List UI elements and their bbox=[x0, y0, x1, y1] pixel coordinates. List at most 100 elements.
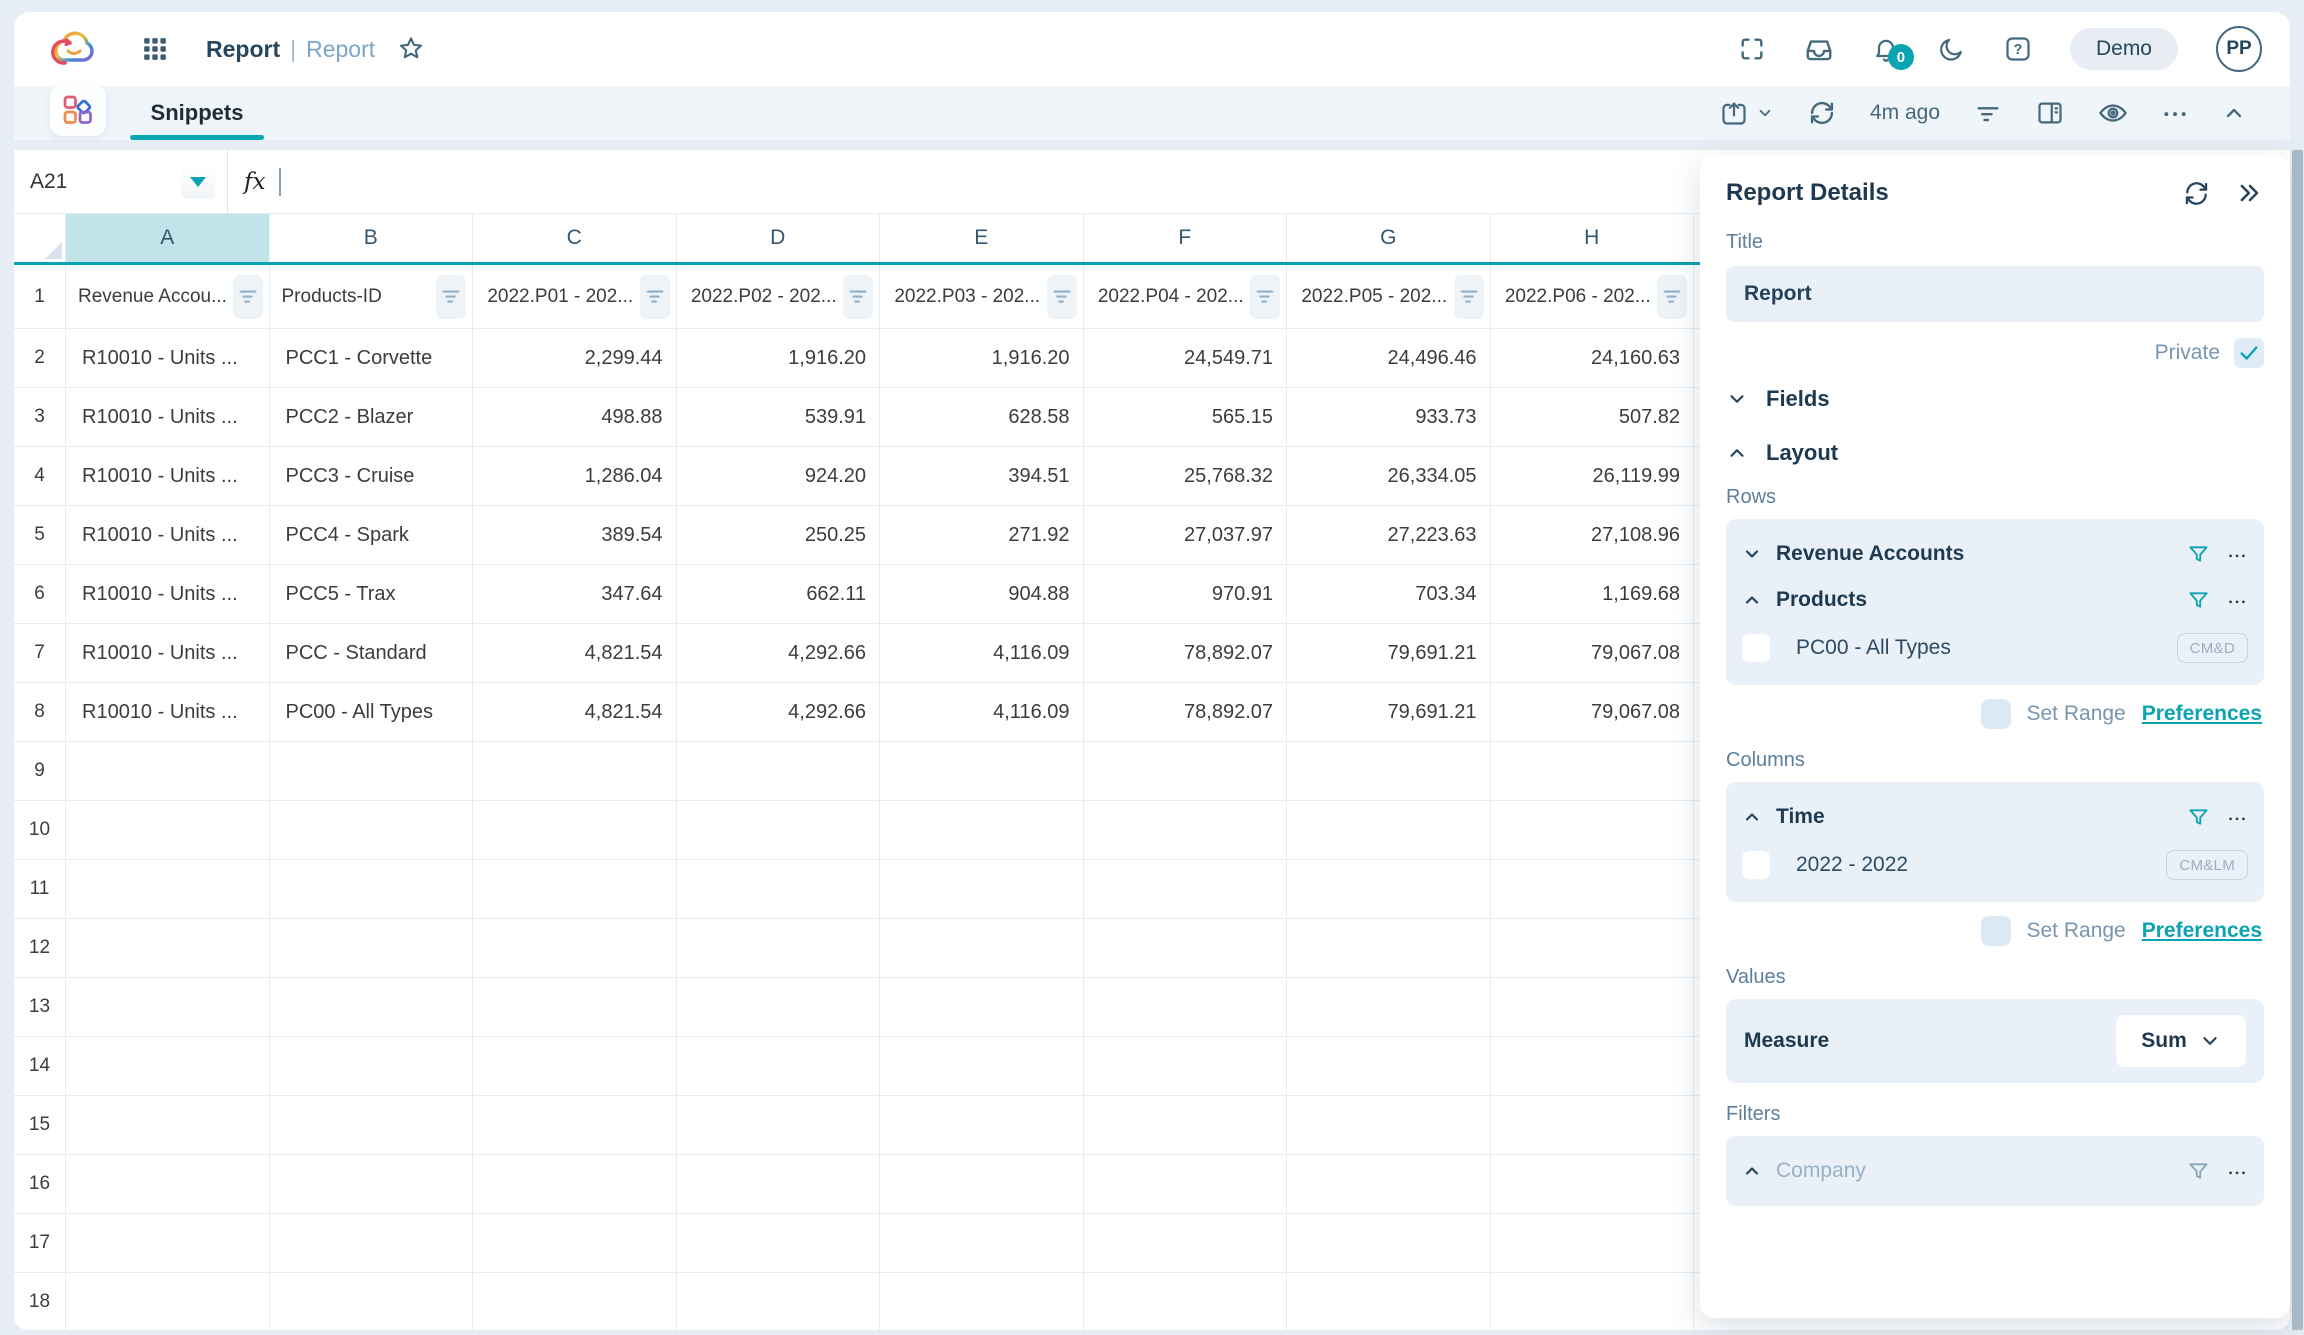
dimension-row-products[interactable]: Products bbox=[1742, 577, 2248, 623]
grid-cell[interactable] bbox=[677, 1037, 881, 1096]
refresh-icon[interactable] bbox=[1808, 99, 1836, 127]
grid-cell[interactable] bbox=[677, 1096, 881, 1155]
side-panel-icon[interactable] bbox=[2036, 99, 2064, 127]
grid-cell[interactable] bbox=[1084, 978, 1288, 1037]
grid-cell[interactable]: PC00 - All Types bbox=[270, 683, 474, 742]
grid-cell[interactable] bbox=[270, 1214, 474, 1273]
grid-cell[interactable] bbox=[66, 919, 270, 978]
column-filter-icon[interactable] bbox=[640, 275, 670, 319]
column-header-cell[interactable]: 2022.P05 - 202... bbox=[1287, 265, 1491, 329]
grid-cell[interactable]: 2,299.44 bbox=[473, 329, 677, 388]
grid-cell[interactable] bbox=[1287, 1214, 1491, 1273]
help-icon[interactable]: ? bbox=[2004, 35, 2032, 63]
column-filter-icon[interactable] bbox=[1657, 275, 1687, 319]
grid-cell[interactable] bbox=[1491, 860, 1695, 919]
column-header-cell[interactable]: 2022.P03 - 202... bbox=[880, 265, 1084, 329]
column-letter-G[interactable]: G bbox=[1287, 214, 1491, 262]
grid-cell[interactable] bbox=[677, 860, 881, 919]
grid-cell[interactable] bbox=[66, 978, 270, 1037]
grid-cell[interactable]: 79,067.08 bbox=[1491, 624, 1695, 683]
grid-cell[interactable]: PCC5 - Trax bbox=[270, 565, 474, 624]
grid-cell[interactable] bbox=[677, 919, 881, 978]
member-row-2022[interactable]: 2022 - 2022 CM&LM bbox=[1742, 840, 2248, 890]
grid-cell[interactable]: 539.91 bbox=[677, 388, 881, 447]
grid-cell[interactable] bbox=[1084, 1155, 1288, 1214]
grid-cell[interactable] bbox=[1491, 1214, 1695, 1273]
grid-cell[interactable] bbox=[1491, 742, 1695, 801]
member-checkbox[interactable] bbox=[1742, 851, 1770, 879]
grid-cell[interactable] bbox=[270, 1037, 474, 1096]
column-letter-A[interactable]: A bbox=[66, 214, 270, 262]
grid-cell[interactable]: 394.51 bbox=[880, 447, 1084, 506]
grid-cell[interactable] bbox=[473, 860, 677, 919]
grid-cell[interactable] bbox=[1287, 1037, 1491, 1096]
aggregation-select[interactable]: Sum bbox=[2116, 1015, 2246, 1067]
grid-cell[interactable] bbox=[473, 978, 677, 1037]
grid-cell[interactable]: PCC - Standard bbox=[270, 624, 474, 683]
set-range-checkbox[interactable] bbox=[1981, 916, 2011, 946]
grid-cell[interactable]: 78,892.07 bbox=[1084, 683, 1288, 742]
notifications-bell-icon[interactable]: 0 bbox=[1872, 34, 1900, 64]
grid-cell[interactable]: 79,691.21 bbox=[1287, 683, 1491, 742]
row-number[interactable]: 8 bbox=[14, 683, 66, 742]
column-letter-B[interactable]: B bbox=[270, 214, 474, 262]
grid-cell[interactable] bbox=[66, 1037, 270, 1096]
grid-cell[interactable] bbox=[880, 860, 1084, 919]
grid-cell[interactable] bbox=[1084, 1096, 1288, 1155]
inbox-icon[interactable] bbox=[1804, 34, 1834, 64]
grid-cell[interactable] bbox=[1084, 1273, 1288, 1330]
grid-cell[interactable] bbox=[1084, 742, 1288, 801]
favorite-star-icon[interactable] bbox=[397, 35, 425, 63]
filter-funnel-icon[interactable] bbox=[2187, 1160, 2210, 1183]
dark-mode-moon-icon[interactable] bbox=[1938, 35, 1966, 63]
grid-cell[interactable]: 389.54 bbox=[473, 506, 677, 565]
grid-cell[interactable] bbox=[1491, 978, 1695, 1037]
row-number[interactable]: 6 bbox=[14, 565, 66, 624]
grid-cell[interactable]: 4,116.09 bbox=[880, 624, 1084, 683]
grid-cell[interactable]: 1,916.20 bbox=[880, 329, 1084, 388]
grid-cell[interactable]: 498.88 bbox=[473, 388, 677, 447]
grid-cell[interactable]: 27,108.96 bbox=[1491, 506, 1695, 565]
section-fields[interactable]: Fields bbox=[1726, 376, 2264, 422]
preview-eye-icon[interactable] bbox=[2098, 98, 2128, 128]
column-filter-icon[interactable] bbox=[843, 275, 873, 319]
grid-cell[interactable]: 970.91 bbox=[1084, 565, 1288, 624]
grid-cell[interactable] bbox=[677, 1214, 881, 1273]
grid-cell[interactable]: 1,916.20 bbox=[677, 329, 881, 388]
column-header-cell[interactable]: 2022.P02 - 202... bbox=[677, 265, 881, 329]
vertical-scrollbar[interactable] bbox=[2292, 150, 2303, 1330]
tab-snippets[interactable]: Snippets bbox=[130, 86, 264, 140]
grid-cell[interactable] bbox=[270, 1096, 474, 1155]
row-number[interactable]: 3 bbox=[14, 388, 66, 447]
cell-ref-dropdown[interactable] bbox=[181, 165, 215, 199]
grid-cell[interactable]: R10010 - Units ... bbox=[66, 447, 270, 506]
grid-cell[interactable] bbox=[270, 860, 474, 919]
row-number[interactable]: 2 bbox=[14, 329, 66, 388]
snippets-grid-icon[interactable] bbox=[50, 84, 106, 136]
grid-cell[interactable]: 933.73 bbox=[1287, 388, 1491, 447]
grid-cell[interactable] bbox=[1084, 919, 1288, 978]
chevron-up-icon[interactable] bbox=[1742, 807, 1762, 827]
grid-cell[interactable] bbox=[1287, 860, 1491, 919]
grid-cell[interactable]: 78,892.07 bbox=[1084, 624, 1288, 683]
grid-cell[interactable]: 924.20 bbox=[677, 447, 881, 506]
export-button[interactable] bbox=[1720, 99, 1774, 127]
more-options-icon[interactable] bbox=[2226, 1160, 2248, 1182]
grid-cell[interactable]: PCC1 - Corvette bbox=[270, 329, 474, 388]
more-options-icon[interactable] bbox=[2226, 589, 2248, 611]
grid-cell[interactable] bbox=[880, 1155, 1084, 1214]
grid-cell[interactable] bbox=[1491, 801, 1695, 860]
cell-reference-box[interactable]: A21 bbox=[14, 150, 228, 213]
grid-cell[interactable] bbox=[1287, 1096, 1491, 1155]
row-number[interactable]: 5 bbox=[14, 506, 66, 565]
grid-cell[interactable] bbox=[1287, 1273, 1491, 1330]
filter-funnel-icon[interactable] bbox=[2187, 806, 2210, 829]
row-number[interactable]: 12 bbox=[14, 919, 66, 978]
grid-cell[interactable]: 24,160.63 bbox=[1491, 329, 1695, 388]
section-layout[interactable]: Layout bbox=[1726, 430, 2264, 476]
column-filter-icon[interactable] bbox=[1047, 275, 1077, 319]
filter-funnel-icon[interactable] bbox=[2187, 543, 2210, 566]
column-header-cell[interactable]: Products-ID bbox=[270, 265, 474, 329]
column-filter-icon[interactable] bbox=[1250, 275, 1280, 319]
grid-cell[interactable] bbox=[1491, 1096, 1695, 1155]
